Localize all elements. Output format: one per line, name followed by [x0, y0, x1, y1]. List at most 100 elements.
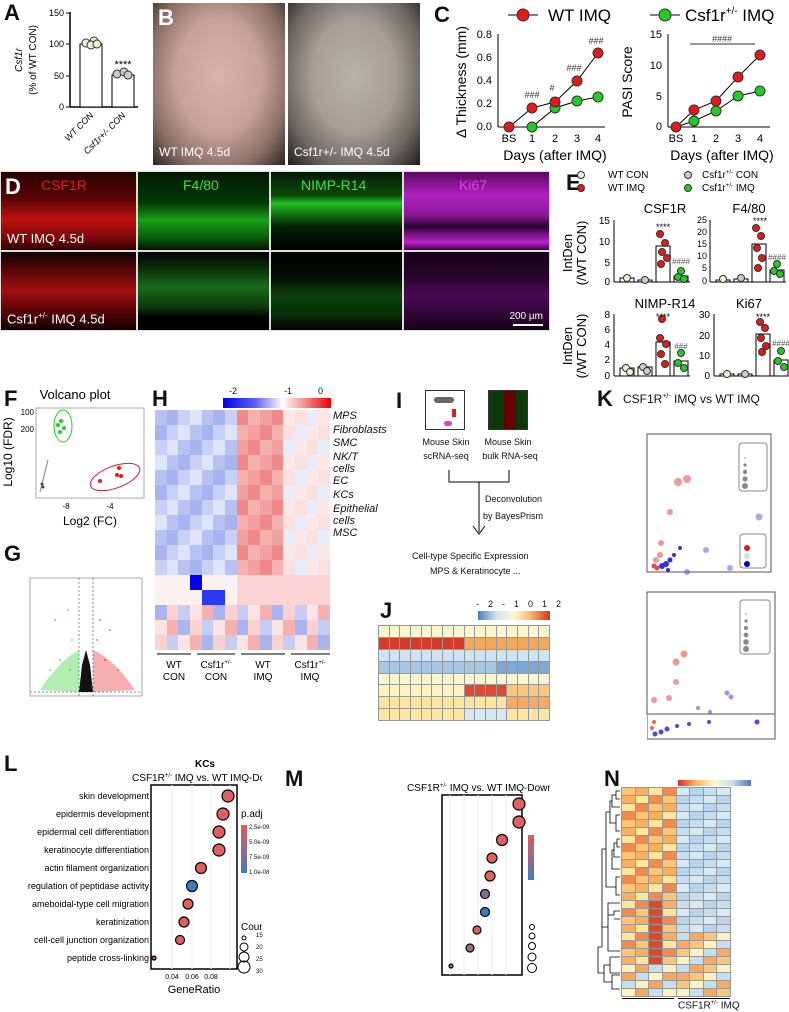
svg-text:5: 5 [656, 91, 662, 103]
k-kcs-xaxis [646, 713, 787, 754]
svg-text:0: 0 [702, 276, 707, 286]
svg-text:(/WT CON): (/WT CON) [574, 221, 589, 286]
svg-text:Csf1r+/-: Csf1r+/- [294, 660, 325, 671]
svg-text:0.2: 0.2 [477, 98, 492, 110]
panel-label-k: K [597, 386, 613, 411]
svg-text:keratinocyte differentiation: keratinocyte differentiation [44, 845, 149, 855]
if-csf1r-wt: D CSF1R WT IMQ 4.5d [0, 171, 137, 251]
svg-text:GeneRatio: GeneRatio [168, 984, 221, 996]
svg-text:50: 50 [54, 71, 64, 81]
svg-text:****: **** [756, 312, 771, 322]
svg-text:6: 6 [604, 325, 610, 336]
svg-text:IMQ: IMQ [254, 672, 273, 683]
svg-text:NIMP-R14: NIMP-R14 [635, 296, 696, 311]
svg-text:Ki67: Ki67 [736, 296, 762, 311]
svg-text:1: 1 [529, 133, 535, 145]
chart-e-bars: WT CON WT IMQ Csf1r+/- CON Csf1r+/- IMQ … [560, 170, 789, 380]
l-color-legend-labels: 2.5e-09 5.0e-09 7.5e-09 1.0e-08 [249, 825, 270, 876]
sc-label: Mouse Skin [422, 437, 470, 447]
chart-l-dotplot: KCs CSF1R+/- IMQ vs. WT IMQ-Down skin de… [28, 759, 262, 996]
k-title: CSF1R+/- IMQ vs WT IMQ [623, 392, 760, 406]
svg-text:8: 8 [604, 310, 610, 321]
bulk-label: Mouse Skin [484, 437, 532, 447]
svg-text:actin filament organization: actin filament organization [44, 863, 149, 873]
svg-text:BS: BS [669, 133, 684, 145]
if-f480-csf1r [137, 251, 270, 331]
channel-label-f480: F4/80 [183, 177, 219, 193]
bulk-heatmap-thumbnail [488, 390, 528, 430]
svg-text:###: ### [588, 36, 603, 46]
svg-text:Log2 (FC): Log2 (FC) [63, 514, 117, 528]
svg-text:4: 4 [595, 133, 601, 145]
output-label-2: MPS & Keratinocyte ... [430, 566, 521, 576]
svg-text:CON: CON [205, 672, 227, 683]
svg-text:1: 1 [691, 133, 697, 145]
svg-text:****: **** [114, 59, 132, 71]
svg-text:####: #### [772, 339, 789, 348]
svg-text:IntDen: IntDen [560, 234, 575, 272]
svg-text:4: 4 [604, 340, 610, 351]
svg-text:skin development: skin development [79, 791, 150, 801]
svg-text:###: ### [524, 90, 539, 100]
chart-k-scatter [646, 433, 776, 715]
svg-text:10: 10 [699, 351, 711, 362]
svg-text:10: 10 [650, 60, 662, 72]
svg-text:WT CON: WT CON [63, 110, 96, 143]
svg-text:15: 15 [650, 29, 662, 41]
svg-text:KCs: KCs [195, 759, 215, 770]
svg-text:Csf1r+/- IMQ: Csf1r+/- IMQ [702, 183, 755, 194]
svg-text:2: 2 [552, 133, 558, 145]
if-csf1r-csf1r: Csf1r+/- IMQ 4.5d [0, 251, 137, 331]
svg-text:WT IMQ: WT IMQ [548, 6, 611, 25]
svg-text:20: 20 [697, 227, 707, 237]
svg-text:0: 0 [59, 102, 64, 112]
photo-caption-wt: WT IMQ 4.5d [159, 145, 231, 159]
svg-text:WT IMQ: WT IMQ [608, 183, 645, 194]
scale-bar [513, 324, 543, 326]
svg-text:3: 3 [574, 133, 580, 145]
heatmap-h-grid [155, 410, 330, 650]
if-nimp-csf1r [270, 251, 403, 331]
svg-text:peptide cross-linking: peptide cross-linking [67, 953, 149, 963]
flow-arrow [448, 470, 510, 535]
svg-text:CON: CON [163, 672, 185, 683]
heatmap-n-grid [621, 787, 731, 997]
panel-label-b: B [158, 5, 174, 30]
svg-text:WT CON: WT CON [608, 170, 648, 181]
heatmap-h-row-labels: MPS Fibroblasts SMC NK/T cells EC KCs Epithel… [333, 410, 387, 539]
svg-text:0.8: 0.8 [477, 29, 492, 41]
row-caption-wt: WT IMQ 4.5d [7, 231, 85, 246]
svg-text:2: 2 [604, 355, 610, 366]
svg-text:IMQ: IMQ [301, 672, 320, 683]
heatmap-j-scale-labels: -2-1012 [476, 599, 571, 609]
svg-text:0: 0 [604, 371, 610, 380]
svg-text:0: 0 [656, 121, 662, 133]
svg-text:###: ### [566, 63, 581, 73]
svg-text:Days (after IMQ): Days (after IMQ) [670, 147, 773, 163]
heatmap-j-grid [378, 625, 550, 721]
svg-text:2: 2 [713, 133, 719, 145]
svg-text:****: **** [656, 312, 671, 322]
output-label: Cell-type Specific Expression [412, 551, 529, 561]
svg-text:Count: Count [241, 922, 262, 933]
svg-text:-4: -4 [106, 502, 114, 511]
svg-text:ameboidal-type cell migration: ameboidal-type cell migration [32, 899, 149, 909]
svg-text:0.06: 0.06 [185, 974, 199, 981]
svg-text:150: 150 [49, 8, 64, 18]
svg-text:0.0: 0.0 [477, 121, 492, 133]
channel-label-nimp: NIMP-R14 [301, 177, 367, 193]
svg-text:WT: WT [166, 660, 182, 671]
n-group-line-wt [622, 998, 674, 999]
svg-text:0.04: 0.04 [165, 974, 179, 981]
photo-csf1r-imq: Csf1r+/- IMQ 4.5d [288, 3, 420, 165]
chart-m-dotplot: CSF1R+/- IMQ vs. WT IMQ-Down [407, 783, 550, 976]
svg-text:cell-cell junction organizatio: cell-cell junction organization [34, 935, 149, 945]
svg-text:#: # [549, 83, 554, 93]
sc-label-2: scRNA-seq [423, 451, 469, 461]
l-size-legend-labels: 15 20 25 30 [256, 933, 263, 975]
svg-text:5: 5 [604, 258, 610, 269]
svg-text:Days (after IMQ): Days (after IMQ) [503, 147, 606, 163]
svg-text:F4/80: F4/80 [732, 201, 765, 216]
svg-text:CSF1R+/- IMQ vs. WT IMQ-Down: CSF1R+/- IMQ vs. WT IMQ-Down [407, 783, 550, 794]
svg-text:###: ### [674, 342, 688, 351]
